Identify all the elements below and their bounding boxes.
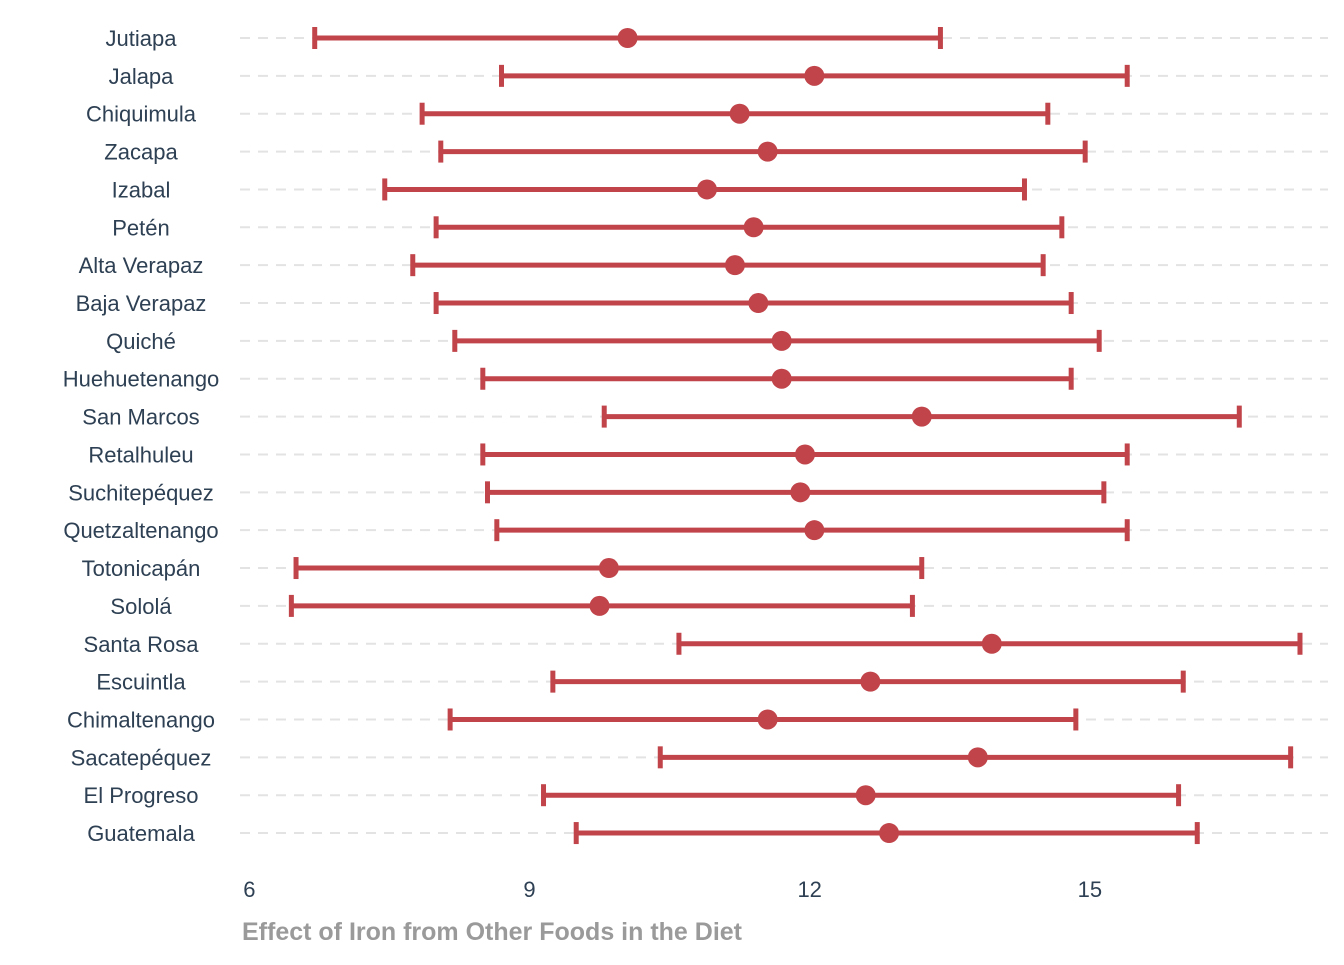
category-label: Petén	[112, 215, 170, 240]
estimate-point	[757, 709, 778, 730]
error-bar-group	[498, 64, 1130, 87]
grid-layer	[240, 37, 1328, 835]
estimate-point	[879, 823, 900, 844]
category-label: Escuintla	[96, 670, 186, 695]
error-bar-group	[601, 405, 1242, 428]
error-bar-group	[480, 367, 1074, 390]
estimate-point	[860, 671, 881, 692]
x-tick-label: 9	[523, 877, 535, 902]
error-bar-group	[410, 254, 1046, 277]
estimate-point	[598, 558, 619, 579]
category-label: Santa Rosa	[84, 632, 200, 657]
estimate-point	[795, 444, 816, 465]
estimate-point	[617, 28, 638, 48]
category-label: Jutiapa	[106, 26, 178, 51]
error-bar-group	[433, 292, 1074, 315]
category-label: Izabal	[112, 177, 171, 202]
category-label: Sacatepéquez	[71, 745, 212, 770]
error-bars	[288, 27, 1303, 845]
category-label: Chiquimula	[86, 102, 197, 127]
error-bar-group	[573, 822, 1200, 845]
error-bar-group	[676, 632, 1303, 655]
category-labels: Jutiapa Jalapa Chiquimula Zacapa Izabal Petén…	[63, 26, 220, 846]
estimate-point	[729, 103, 750, 124]
estimate-point	[804, 65, 825, 86]
category-label: Suchitepéquez	[68, 480, 214, 505]
estimate-point	[855, 785, 876, 806]
category-label: Baja Verapaz	[76, 291, 207, 316]
estimate-point	[967, 747, 988, 768]
error-bar-group	[288, 594, 915, 617]
category-label: El Progreso	[84, 783, 199, 808]
category-label: Quetzaltenango	[63, 518, 218, 543]
category-label: San Marcos	[82, 405, 199, 430]
estimate-point	[771, 368, 792, 389]
estimate-point	[771, 330, 792, 351]
error-bar-group	[550, 670, 1186, 693]
category-label: Guatemala	[87, 821, 195, 846]
error-bar-group	[541, 784, 1182, 807]
error-bar-group	[419, 102, 1051, 125]
x-tick-label: 15	[1078, 877, 1102, 902]
error-bar-group	[657, 746, 1294, 769]
x-tick-label: 12	[797, 877, 821, 902]
estimate-point	[981, 633, 1002, 654]
estimate-point	[589, 595, 610, 616]
error-bar-group	[452, 329, 1102, 352]
estimate-point	[724, 255, 745, 276]
error-bar-group	[312, 27, 943, 49]
estimate-point	[911, 406, 932, 427]
category-label: Retalhuleu	[88, 442, 193, 467]
error-bar-group	[480, 443, 1130, 466]
x-tick-label: 6	[243, 877, 255, 902]
error-bar-group	[447, 708, 1079, 731]
category-label: Huehuetenango	[63, 367, 220, 392]
estimate-point	[790, 482, 811, 503]
category-label: Chimaltenango	[67, 707, 215, 732]
category-label: Jalapa	[109, 64, 175, 89]
error-bar-group	[382, 178, 1027, 201]
error-bar-group	[293, 557, 925, 580]
x-axis-title: Effect of Iron from Other Foods in the D…	[242, 918, 743, 946]
error-bar-group	[494, 519, 1130, 542]
estimate-point	[804, 520, 825, 541]
estimate-point	[757, 141, 778, 162]
category-label: Alta Verapaz	[79, 253, 204, 278]
estimate-point	[743, 217, 764, 238]
category-label: Sololá	[110, 594, 172, 619]
error-bar-group	[484, 481, 1107, 504]
category-label: Quiché	[106, 329, 176, 354]
category-label: Totonicapán	[82, 556, 201, 581]
error-bar-group	[433, 216, 1065, 239]
estimate-point	[696, 179, 717, 200]
category-label: Zacapa	[104, 140, 178, 165]
error-bar-group	[438, 140, 1088, 163]
estimate-point	[748, 293, 769, 314]
x-tick-labels: 6 9 12 15	[243, 877, 1102, 902]
